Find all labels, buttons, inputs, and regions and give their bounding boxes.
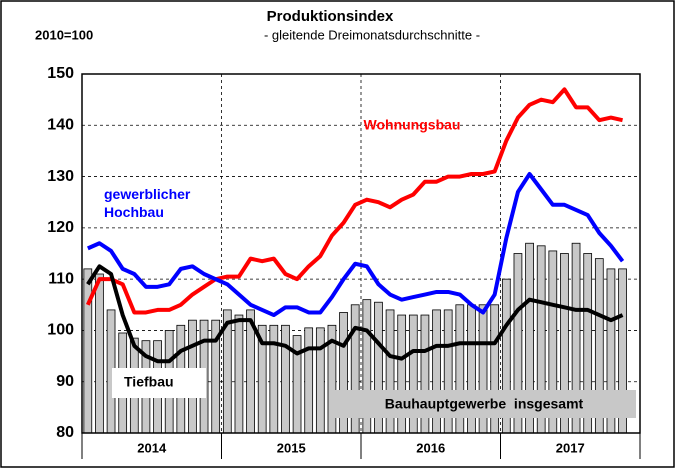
chart-title: Produktionsindex [267, 8, 394, 25]
bar [315, 327, 325, 434]
legend-box [333, 390, 636, 418]
bar [95, 273, 104, 434]
y-tick-label: 140 [47, 117, 74, 134]
y-tick-label: 120 [47, 219, 74, 236]
x-tick-label: 2015 [277, 440, 306, 455]
y-tick-label: 150 [47, 65, 74, 82]
bar [234, 314, 244, 434]
legend-label: Wohnungsbau [364, 117, 461, 133]
x-tick-label: 2016 [416, 440, 445, 455]
bar [83, 268, 93, 434]
legend-box [112, 368, 206, 398]
series-line [87, 172, 625, 318]
y-tick-label: 130 [47, 168, 74, 185]
series-line [85, 87, 623, 315]
plot-frame [81, 73, 641, 434]
y-tick-label: 100 [47, 322, 74, 339]
y-tick-label: 90 [56, 373, 74, 390]
bar [281, 324, 290, 434]
series-line [86, 264, 624, 364]
legend-label: Tiefbau [124, 374, 174, 390]
legend-label: gewerblicher Hochbau [104, 186, 191, 220]
chart-subtitle: - gleitende Dreimonatsdurchschnitte - [264, 27, 480, 42]
y-tick-label: 110 [48, 270, 74, 287]
legend-label: Bauhauptgewerbe insgesamt [385, 396, 584, 412]
y-tick-label: 80 [56, 424, 74, 441]
base-note: 2010=100 [35, 27, 93, 42]
bar [304, 327, 314, 434]
x-tick-label: 2017 [556, 440, 585, 455]
x-tick-label: 2014 [137, 440, 167, 455]
